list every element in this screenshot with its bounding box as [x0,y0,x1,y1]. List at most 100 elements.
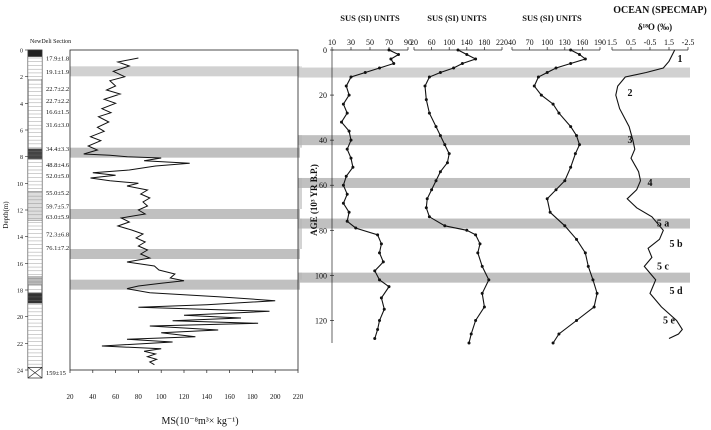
series-point [434,125,438,129]
series-point [378,278,381,282]
depth-tick-label: 20 [17,315,23,321]
panel-title: SUS (SI) UNITS [427,13,487,23]
ms-x-tick-label: 160 [224,393,235,401]
marine-isotope-stage: 5 c [657,261,670,272]
series-point [344,84,348,88]
series-point [554,66,558,70]
series-point [592,305,596,309]
series-point [376,327,380,331]
panel-x-tick-label: -2.5 [682,38,695,47]
panel-x-tick-label: 140 [461,38,473,47]
column-layer [27,56,43,80]
age-label: 31.6±3.0 [46,122,69,129]
series-point [569,125,573,129]
series-point [378,66,381,70]
panel-x-tick-label: 70 [526,38,534,47]
series-point [557,111,561,115]
panel-x-tick-label: 160 [576,38,588,47]
age-label: 22.7±2.2 [46,98,69,105]
series-point [474,233,478,237]
series-point [373,336,377,340]
series-point [379,296,383,300]
series-line [533,49,598,344]
age-tick-label: 0 [323,46,327,55]
column-layer [27,276,43,285]
marine-isotope-stage: 5 b [669,239,683,250]
oxygen-axis-label: δ¹⁸O (‰) [638,22,672,32]
series-point [480,291,484,295]
series-point [438,134,442,138]
series-point [595,291,599,295]
stratigraphic-column: 02468101214161820222417.9±1.819.1±1.922.… [17,49,70,379]
series-point [551,341,555,345]
column-layer [27,191,43,221]
series-point [487,278,491,282]
column-layer [27,49,43,57]
age-label: 22.7±2.2 [46,86,69,93]
ms-x-tick-label: 120 [179,393,190,401]
age-tick-label: 80 [319,226,327,235]
series-point [577,143,581,147]
series-point [427,215,431,219]
ms-panel: 20 40 60 80 100 120 140 160 180 200 220 [67,49,304,401]
marine-isotope-stage: 4 [648,178,653,189]
series-point [569,62,573,66]
column-layer [27,303,43,368]
age-label: 59.7±5.7 [46,204,70,211]
ms-x-tick-label: 200 [270,393,281,401]
panel-x-tick-label: 100 [443,38,455,47]
depth-tick-label: 12 [17,209,23,215]
marine-isotope-stage: 3 [628,135,633,146]
depth-tick-label: 10 [17,182,23,188]
section-label: NewDeli Section [30,39,71,45]
series-point [465,53,469,57]
series-point [563,179,567,183]
series-point [341,183,345,187]
band-age [298,272,690,283]
series-point [340,120,343,124]
depth-tick-label: 6 [20,129,23,135]
series-point [478,242,482,246]
series-point [373,269,377,273]
panel-x-tick-label: 40 [508,38,516,47]
series-point [347,210,351,214]
series-point [586,264,590,268]
series-point [438,170,442,174]
series-point [389,57,393,61]
series-line [424,49,490,344]
band-depth [70,66,300,77]
series-point [345,111,349,115]
series-point [379,242,383,246]
panel-x-tick-label: 90 [404,38,412,47]
series-point [569,48,573,52]
marine-isotope-stage: 5 e [663,315,676,326]
series-point [378,318,381,322]
depth-tick-label: 8 [20,155,23,161]
ms-x-tick-label: 20 [67,393,75,401]
depth-tick-label: 16 [17,262,23,268]
age-label: 17.9±1.8 [46,56,69,63]
series-point [480,264,484,268]
series-line [615,49,683,339]
panel-x-tick-label: 70 [385,38,393,47]
series-point [378,251,381,255]
panel-x-tick-label: 1.5 [664,38,674,47]
ms-x-tick-label: 80 [135,393,143,401]
series-point [397,53,400,57]
panel-x-tick-label: 190 [594,38,606,47]
series-point [392,62,396,66]
series-point [545,197,549,201]
age-tick-label: 60 [319,181,327,190]
series-point [474,57,478,61]
series-point [573,152,577,156]
age-label: 16.6±1.5 [46,109,69,116]
age-label: 55.0±5.2 [46,190,69,197]
series-point [387,48,391,52]
column-layer [27,292,43,304]
age-label: 159±15 [46,370,66,377]
age-tick-label: 100 [315,271,327,280]
series-point [434,179,438,183]
depth-tick-label: 0 [20,49,23,55]
panel-x-tick-label: 20 [410,38,418,47]
